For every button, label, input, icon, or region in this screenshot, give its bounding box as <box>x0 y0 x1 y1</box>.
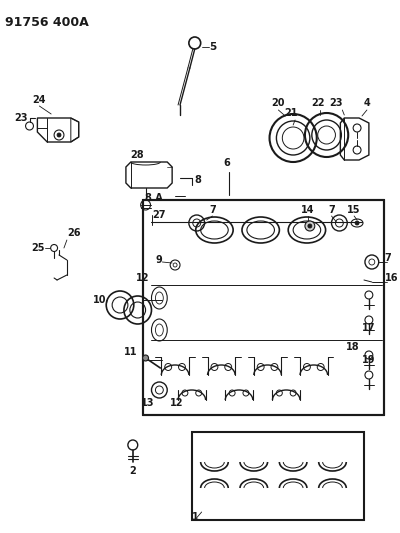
Text: 16: 16 <box>385 273 398 283</box>
Text: 24: 24 <box>32 95 46 105</box>
Text: 4: 4 <box>364 98 370 108</box>
Text: 7: 7 <box>328 205 335 215</box>
Text: 19: 19 <box>362 355 376 365</box>
Text: 23: 23 <box>14 113 28 123</box>
Bar <box>143 200 384 415</box>
Text: 6: 6 <box>224 158 231 168</box>
Text: 27: 27 <box>152 210 166 220</box>
Circle shape <box>143 355 148 361</box>
Text: 2: 2 <box>130 466 136 476</box>
Text: 10: 10 <box>93 295 106 305</box>
Text: 1: 1 <box>192 512 198 522</box>
Text: 20: 20 <box>272 98 285 108</box>
Text: 9: 9 <box>156 255 162 265</box>
Circle shape <box>308 224 312 228</box>
Text: 21: 21 <box>284 108 298 118</box>
Text: 91756 400A: 91756 400A <box>5 16 89 29</box>
Text: 8 A: 8 A <box>144 193 162 203</box>
Circle shape <box>57 133 61 137</box>
Text: 26: 26 <box>67 228 80 238</box>
Text: 15: 15 <box>347 205 361 215</box>
Text: 17: 17 <box>362 323 376 333</box>
Text: 28: 28 <box>130 150 144 160</box>
Text: 12: 12 <box>170 398 184 408</box>
Text: 7: 7 <box>209 205 216 215</box>
Text: 8: 8 <box>195 175 202 185</box>
Text: 13: 13 <box>141 398 154 408</box>
Text: 11: 11 <box>124 347 138 357</box>
Text: 12: 12 <box>136 273 150 283</box>
Text: 14: 14 <box>301 205 315 215</box>
Text: 18: 18 <box>346 342 360 352</box>
Text: 23: 23 <box>330 98 343 108</box>
Text: 5: 5 <box>210 42 217 52</box>
Circle shape <box>355 221 359 225</box>
Text: 7: 7 <box>385 253 391 263</box>
Bar <box>192 432 364 520</box>
Text: 25: 25 <box>31 243 44 253</box>
Text: 22: 22 <box>311 98 324 108</box>
Circle shape <box>305 221 315 231</box>
